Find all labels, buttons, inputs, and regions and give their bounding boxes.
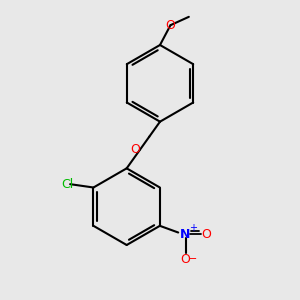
Text: Cl: Cl	[62, 178, 74, 191]
Text: O: O	[131, 143, 141, 156]
Text: −: −	[188, 254, 198, 264]
Text: +: +	[189, 223, 197, 233]
Text: N: N	[180, 228, 191, 241]
Text: O: O	[181, 253, 190, 266]
Text: O: O	[166, 19, 176, 32]
Text: O: O	[202, 228, 212, 241]
